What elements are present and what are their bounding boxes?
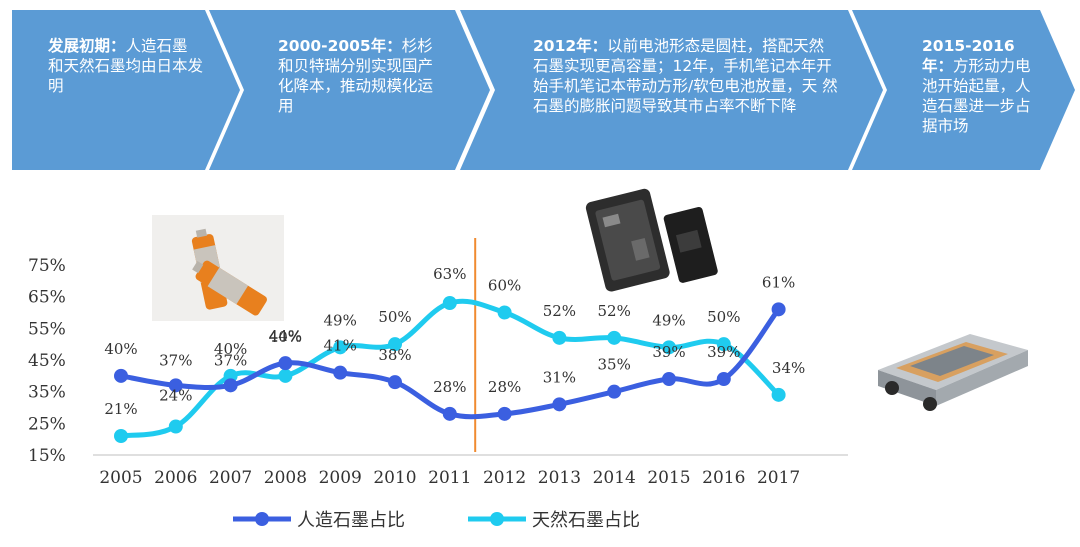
x-tick-label: 2011 (428, 468, 471, 488)
series-1-data-label: 52% (543, 302, 576, 320)
series-1-data-label: 34% (772, 359, 805, 377)
series-0-point (771, 302, 786, 317)
battery-pack-image (866, 322, 1038, 414)
legend-label-0: 人造石墨占比 (297, 510, 405, 531)
series-1-point (497, 305, 512, 320)
stage-text-4: 2015-2016年：方形动力电池开始起量，人造石墨进一步占据市场 (922, 37, 1031, 135)
series-0-data-label: 37% (159, 351, 192, 369)
series-1-point (662, 340, 676, 355)
stage-arrow-4 (852, 10, 1075, 170)
series-0-point (114, 368, 128, 383)
x-tick-label: 2010 (373, 468, 416, 488)
series-1-point (333, 340, 348, 355)
y-tick-label: 45% (28, 351, 66, 371)
series-0-point (552, 397, 567, 412)
series-1-point (168, 419, 183, 434)
chart-legend: 人造石墨占比 天然石墨占比 (233, 510, 640, 531)
x-tick-label: 2017 (757, 468, 800, 488)
legend-marker-1 (490, 512, 504, 526)
x-axis: 2005 2006 2007 2008 2009 2010 2011 2012 2013 2014… (93, 454, 848, 488)
series-0-point (716, 372, 731, 386)
series-0-point (333, 365, 348, 380)
x-tick-label: 2015 (647, 468, 690, 488)
x-tick-label: 2012 (483, 468, 526, 488)
chart-series (114, 296, 786, 443)
y-tick-label: 55% (28, 319, 66, 339)
series-1-data-label: 24% (159, 387, 192, 405)
series-0-data-label: 39% (707, 343, 740, 361)
series-0-data-label: 28% (488, 378, 521, 396)
series-0-point (278, 356, 293, 371)
series-1-point (771, 387, 786, 402)
series-0-data-label: 41% (324, 337, 357, 355)
x-tick-label: 2007 (209, 468, 252, 488)
series-1-point (442, 296, 457, 310)
series-0-data-label: 31% (543, 368, 576, 386)
series-0-point (442, 406, 457, 421)
cylindrical-battery-image (152, 215, 284, 321)
series-1-data-label: 50% (707, 308, 740, 326)
data-labels: 40%37% 37%44%41%38%28% 28%31%35%39% 39%61%2… (104, 265, 805, 418)
series-1-data-label: 40% (214, 340, 247, 358)
series-0-point (662, 372, 676, 386)
series-0-data-label: 38% (378, 346, 411, 364)
y-tick-label: 65% (28, 288, 66, 308)
series-0-point (607, 384, 622, 399)
stage-text-1: 发展初期：人造石墨和天然石墨均由日本发明 (48, 37, 204, 95)
series-1-point (278, 368, 293, 383)
x-tick-label: 2009 (319, 468, 362, 488)
stage-arrow-1 (12, 10, 240, 170)
series-0-point (223, 378, 238, 393)
x-tick-label: 2013 (538, 468, 581, 488)
series-1-point (388, 337, 402, 352)
series-0-data-label: 28% (433, 378, 466, 396)
series-0-point (168, 378, 183, 393)
x-tick-label: 2005 (99, 468, 142, 488)
series-1-data-label: 40% (269, 328, 302, 346)
series-1-data-label: 50% (378, 308, 411, 326)
series-1-data-label: 49% (324, 311, 357, 329)
series-1-data-label: 52% (598, 302, 631, 320)
y-tick-label: 35% (28, 383, 66, 403)
series-0-data-label: 37% (214, 351, 247, 369)
y-tick-label: 75% (28, 256, 66, 276)
series-1-data-label: 21% (104, 400, 137, 418)
timeline-banner (12, 10, 1075, 170)
series-0-data-label: 40% (104, 340, 137, 358)
x-tick-label: 2008 (264, 468, 307, 488)
series-1-point (716, 337, 731, 352)
legend-label-1: 天然石墨占比 (532, 510, 640, 531)
stage-arrow-3 (460, 10, 883, 170)
y-tick-label: 25% (28, 414, 66, 434)
y-tick-label: 15% (28, 446, 66, 466)
series-0-data-label: 39% (652, 343, 685, 361)
x-tick-label: 2006 (154, 468, 197, 488)
stage-text-3: 2012年：以前电池形态是圆柱，搭配天然石墨实现更高容量；12年，手机笔记本年开… (533, 37, 838, 115)
series-1-point (607, 330, 622, 345)
series-0-point (497, 406, 512, 421)
legend-marker-0 (255, 512, 269, 526)
series-1-point (114, 429, 128, 443)
series-1-point (552, 330, 567, 345)
series-0-data-label: 44% (269, 327, 302, 345)
series-0-data-label: 35% (598, 356, 631, 374)
x-tick-label: 2014 (593, 468, 636, 488)
series-1-data-label: 49% (652, 311, 685, 329)
series-0-data-label: 61% (762, 273, 795, 291)
y-axis: 15% 25% 35% 45% 55% 65% 75% (28, 256, 66, 466)
phone-battery-image (578, 182, 728, 292)
stage-arrow-2 (209, 10, 490, 170)
stage-text-2: 2000-2005年：杉杉和贝特瑞分别实现国产化降本，推动规模化运用 (278, 37, 434, 115)
series-1-data-label: 63% (433, 265, 466, 283)
x-tick-label: 2016 (702, 468, 745, 488)
series-0-point (388, 375, 402, 390)
series-1-data-label: 60% (488, 277, 521, 295)
